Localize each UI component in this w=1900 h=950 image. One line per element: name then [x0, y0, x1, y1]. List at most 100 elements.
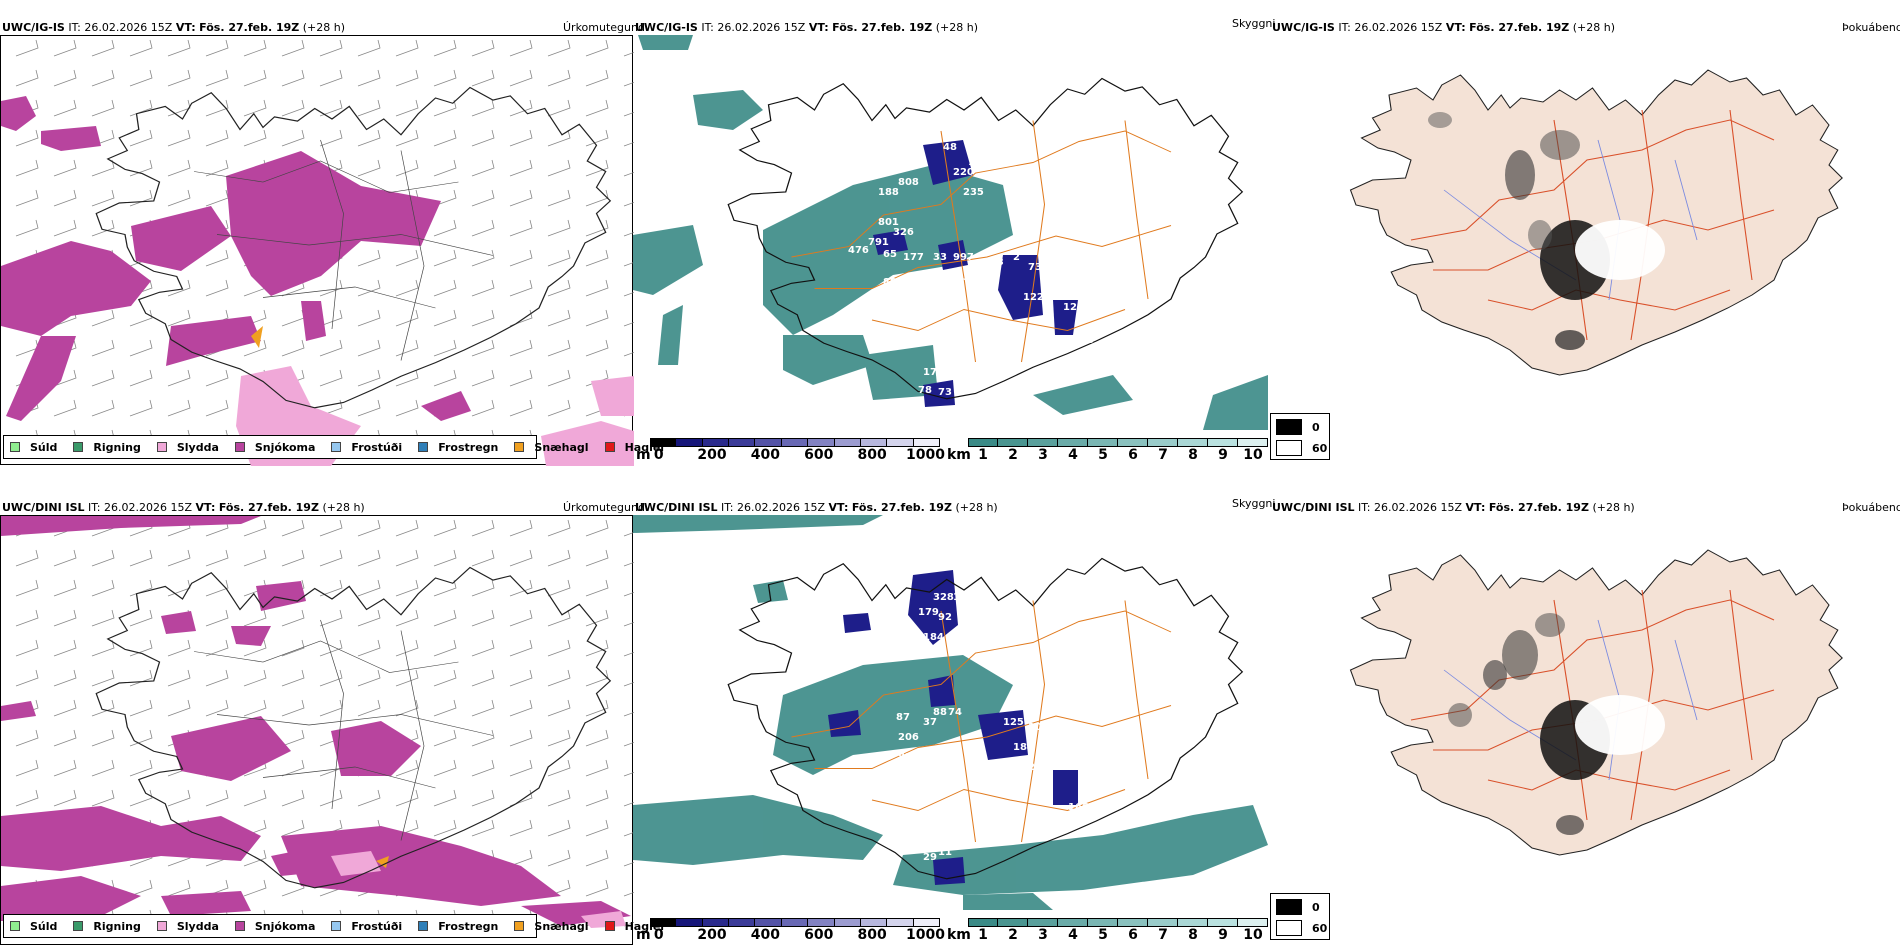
cloud-base-value: 133	[983, 257, 1004, 268]
wind-barb	[471, 129, 495, 147]
cloud-base-value: 206	[898, 732, 919, 743]
cloud-base-value: 16	[1008, 672, 1022, 683]
wind-barb	[471, 669, 495, 687]
cloud-base-value: 48	[943, 142, 957, 153]
cloud-map-1[interactable]: 48 116 220 235 808 188 801 326 791 476 65 33 177 997 1…	[633, 35, 1268, 430]
wind-barb	[547, 129, 571, 147]
cloud-base-value: 88	[933, 707, 947, 718]
fog-legend-black: 0	[1276, 899, 1320, 915]
cloud-base-value: 2	[1013, 252, 1020, 263]
wind-barb	[243, 99, 267, 117]
fog-indicator-areas	[1448, 613, 1665, 835]
fog-map-1[interactable]	[1290, 35, 1870, 465]
wind-barb	[433, 69, 457, 87]
fog-legend-1: 0 60	[1270, 413, 1330, 460]
colorbar-tick: 7	[1158, 927, 1168, 943]
wind-barb	[15, 639, 39, 657]
cloud-base-colorbar-2	[650, 918, 940, 928]
wind-barb	[53, 99, 77, 117]
wind-barb	[53, 759, 77, 777]
wind-barb	[205, 639, 229, 657]
colorbar-tick: 1	[978, 927, 988, 943]
wind-barb	[433, 579, 457, 597]
wind-barb	[433, 129, 457, 147]
wind-barb	[433, 609, 457, 627]
wind-barb	[167, 189, 191, 207]
colorbar-segment	[729, 438, 756, 447]
legend-item-freezing-drizzle: Frostúði	[331, 441, 402, 454]
colorbar-tick: 10	[1243, 447, 1263, 463]
wind-barb	[281, 69, 305, 87]
wind-barb	[509, 549, 533, 567]
wind-barb	[471, 819, 495, 837]
wind-barb	[129, 309, 153, 327]
wind-barb	[471, 549, 495, 567]
wind-barb	[547, 759, 571, 777]
precip-map-frame-1[interactable]	[0, 35, 634, 466]
colorbar-segment	[968, 918, 998, 927]
wind-barb	[129, 339, 153, 357]
wind-barb	[281, 789, 305, 807]
precip-map-1	[1, 39, 634, 466]
wind-barb	[15, 579, 39, 597]
wind-barb	[91, 789, 115, 807]
wind-barb	[357, 789, 381, 807]
cloud-base-value: 476	[848, 245, 869, 256]
wind-barb	[15, 549, 39, 567]
wind-barb	[433, 249, 457, 267]
wind-barb	[585, 699, 609, 717]
wind-barb	[471, 519, 495, 537]
colorbar-segment	[887, 438, 914, 447]
fog-map-2[interactable]	[1290, 515, 1870, 945]
wind-barb	[433, 159, 457, 177]
wind-barb	[129, 99, 153, 117]
cloud-map-2[interactable]: 323 328 17 179 92 184 133 96 16 88 74 87 37 125 106 206…	[633, 515, 1268, 910]
wind-barb	[167, 369, 191, 387]
wind-barb	[15, 609, 39, 627]
wind-barb	[319, 549, 343, 567]
colorbar-tick: 200	[697, 447, 727, 463]
wind-barb	[547, 579, 571, 597]
wind-barb	[471, 159, 495, 177]
wind-barb	[585, 39, 609, 57]
wind-barb	[509, 159, 533, 177]
precip-legend-1: Súld Rigning Slydda Snjókoma Frostúði Fr…	[3, 435, 664, 459]
wind-barb	[585, 819, 609, 837]
wind-barb	[509, 129, 533, 147]
fog-legend-2: 0 60	[1270, 893, 1330, 940]
wind-barb	[433, 669, 457, 687]
wind-barb	[623, 141, 634, 147]
wind-barb	[623, 231, 634, 237]
wind-barb	[547, 699, 571, 717]
fog-indicator-areas	[1428, 112, 1665, 350]
wind-barb	[243, 549, 267, 567]
legend-item-drizzle: Súld	[10, 920, 57, 933]
wind-barb	[547, 159, 571, 177]
snow-areas	[1, 96, 471, 421]
cloud-base-value: 220	[953, 167, 974, 178]
wind-barb	[53, 39, 77, 57]
wind-barb	[585, 549, 609, 567]
cloud-base-value: 558	[1073, 335, 1094, 346]
colorbar-segment	[1118, 438, 1148, 447]
wind-barb	[395, 579, 419, 597]
wind-barb	[281, 669, 305, 687]
wind-barb	[509, 309, 533, 327]
wind-barb	[585, 849, 609, 867]
wind-barb	[585, 729, 609, 747]
cloud-base-value: 116	[968, 157, 989, 168]
wind-barb	[433, 99, 457, 117]
wind-barb	[91, 189, 115, 207]
precip-map-frame-2[interactable]	[0, 515, 634, 945]
wind-barb	[91, 549, 115, 567]
colorbar-segment	[1088, 918, 1118, 927]
wind-barb	[623, 921, 634, 927]
wind-barb	[395, 549, 419, 567]
wind-barb	[319, 699, 343, 717]
colorbar-tick: 3	[1038, 447, 1048, 463]
wind-barb	[91, 219, 115, 237]
cloud-base-value: 122	[1023, 292, 1044, 303]
wind-barb	[395, 759, 419, 777]
colorbar-segment	[676, 918, 703, 927]
iceland-fog-land	[1349, 69, 1843, 376]
